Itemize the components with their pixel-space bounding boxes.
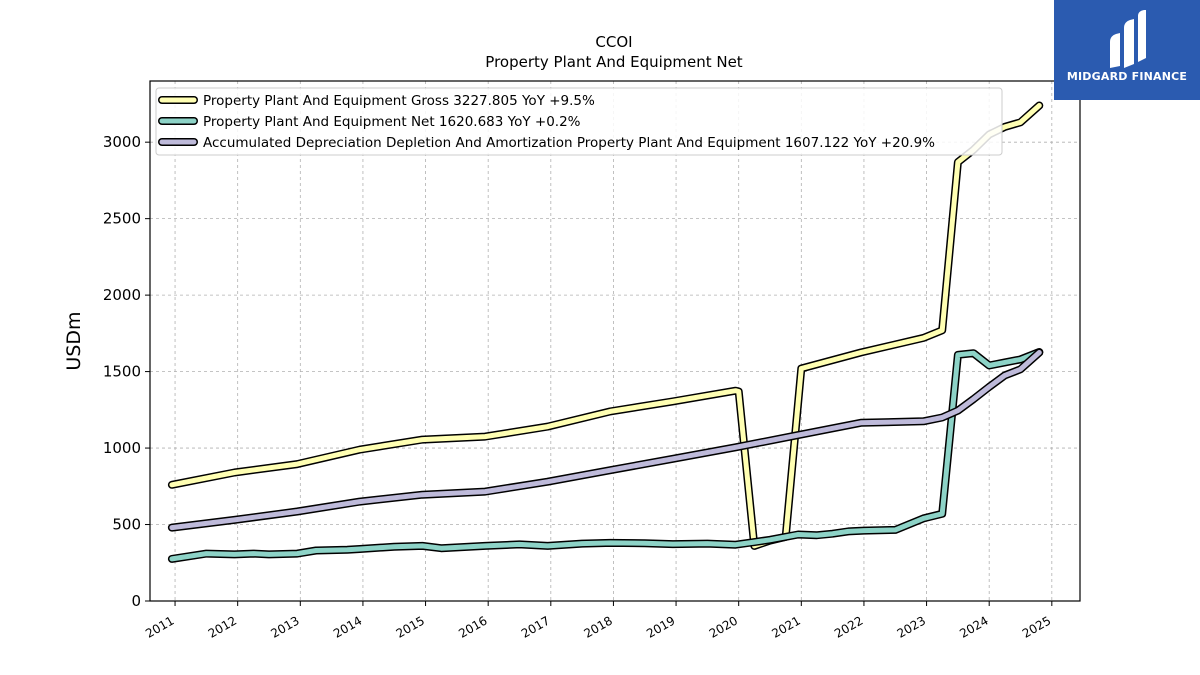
legend-box <box>155 87 1003 156</box>
series-line-1 <box>169 349 1042 562</box>
y-axis-label: USDm <box>63 311 85 370</box>
y-tick-label: 3000 <box>103 133 141 151</box>
x-tick-label: 2012 <box>206 613 239 640</box>
y-tick-label: 2000 <box>103 286 141 304</box>
x-tick-label: 2024 <box>957 613 990 640</box>
x-tick-label: 2020 <box>707 613 740 640</box>
x-tick-label: 2018 <box>581 613 614 640</box>
legend-label-1: Property Plant And Equipment Net 1620.68… <box>203 114 581 130</box>
series-outline-2 <box>167 348 1044 532</box>
x-tick-label: 2013 <box>268 613 301 640</box>
x-tick-label: 2014 <box>331 613 364 640</box>
x-tick-label: 2011 <box>143 613 176 640</box>
logo-text: MIDGARD FINANCE <box>1066 70 1188 83</box>
plot-frame <box>149 80 1081 602</box>
x-tick-label: 2021 <box>769 613 802 640</box>
axes: 2011 2012 2013 2014 2015 2016 2017 2018 2019 2020… <box>103 133 1054 641</box>
x-tick-label: 2025 <box>1020 613 1053 640</box>
legend-label-0: Property Plant And Equipment Gross 3227.… <box>203 93 595 109</box>
x-tick-label: 2022 <box>832 613 865 640</box>
x-tick-label: 2023 <box>895 613 928 640</box>
midgard-finance-logo: MIDGARD FINANCE <box>1054 0 1200 100</box>
legend: Property Plant And Equipment Gross 3227.… <box>155 87 1003 156</box>
grid <box>150 81 1080 602</box>
y-tick-label: 500 <box>112 516 141 534</box>
x-tick-label: 2016 <box>456 613 489 640</box>
series-line-0 <box>169 103 1042 549</box>
y-tick-label: 2500 <box>103 210 141 228</box>
x-tick-label: 2019 <box>644 613 677 640</box>
chart-title: CCOI <box>595 33 632 51</box>
series-outline-1 <box>167 348 1044 563</box>
y-tick-label: 0 <box>131 592 141 610</box>
series-outline-0 <box>167 101 1044 550</box>
x-tick-label: 2015 <box>394 613 427 640</box>
series-lines <box>167 101 1044 563</box>
x-tick-label: 2017 <box>519 613 552 640</box>
chart-subtitle: Property Plant And Equipment Net <box>485 53 742 71</box>
y-tick-label: 1000 <box>103 439 141 457</box>
y-tick-label: 1500 <box>103 363 141 381</box>
legend-label-2: Accumulated Depreciation Depletion And A… <box>203 135 935 151</box>
series-line-2 <box>169 350 1042 531</box>
logo-mark-icon <box>1110 10 1146 68</box>
